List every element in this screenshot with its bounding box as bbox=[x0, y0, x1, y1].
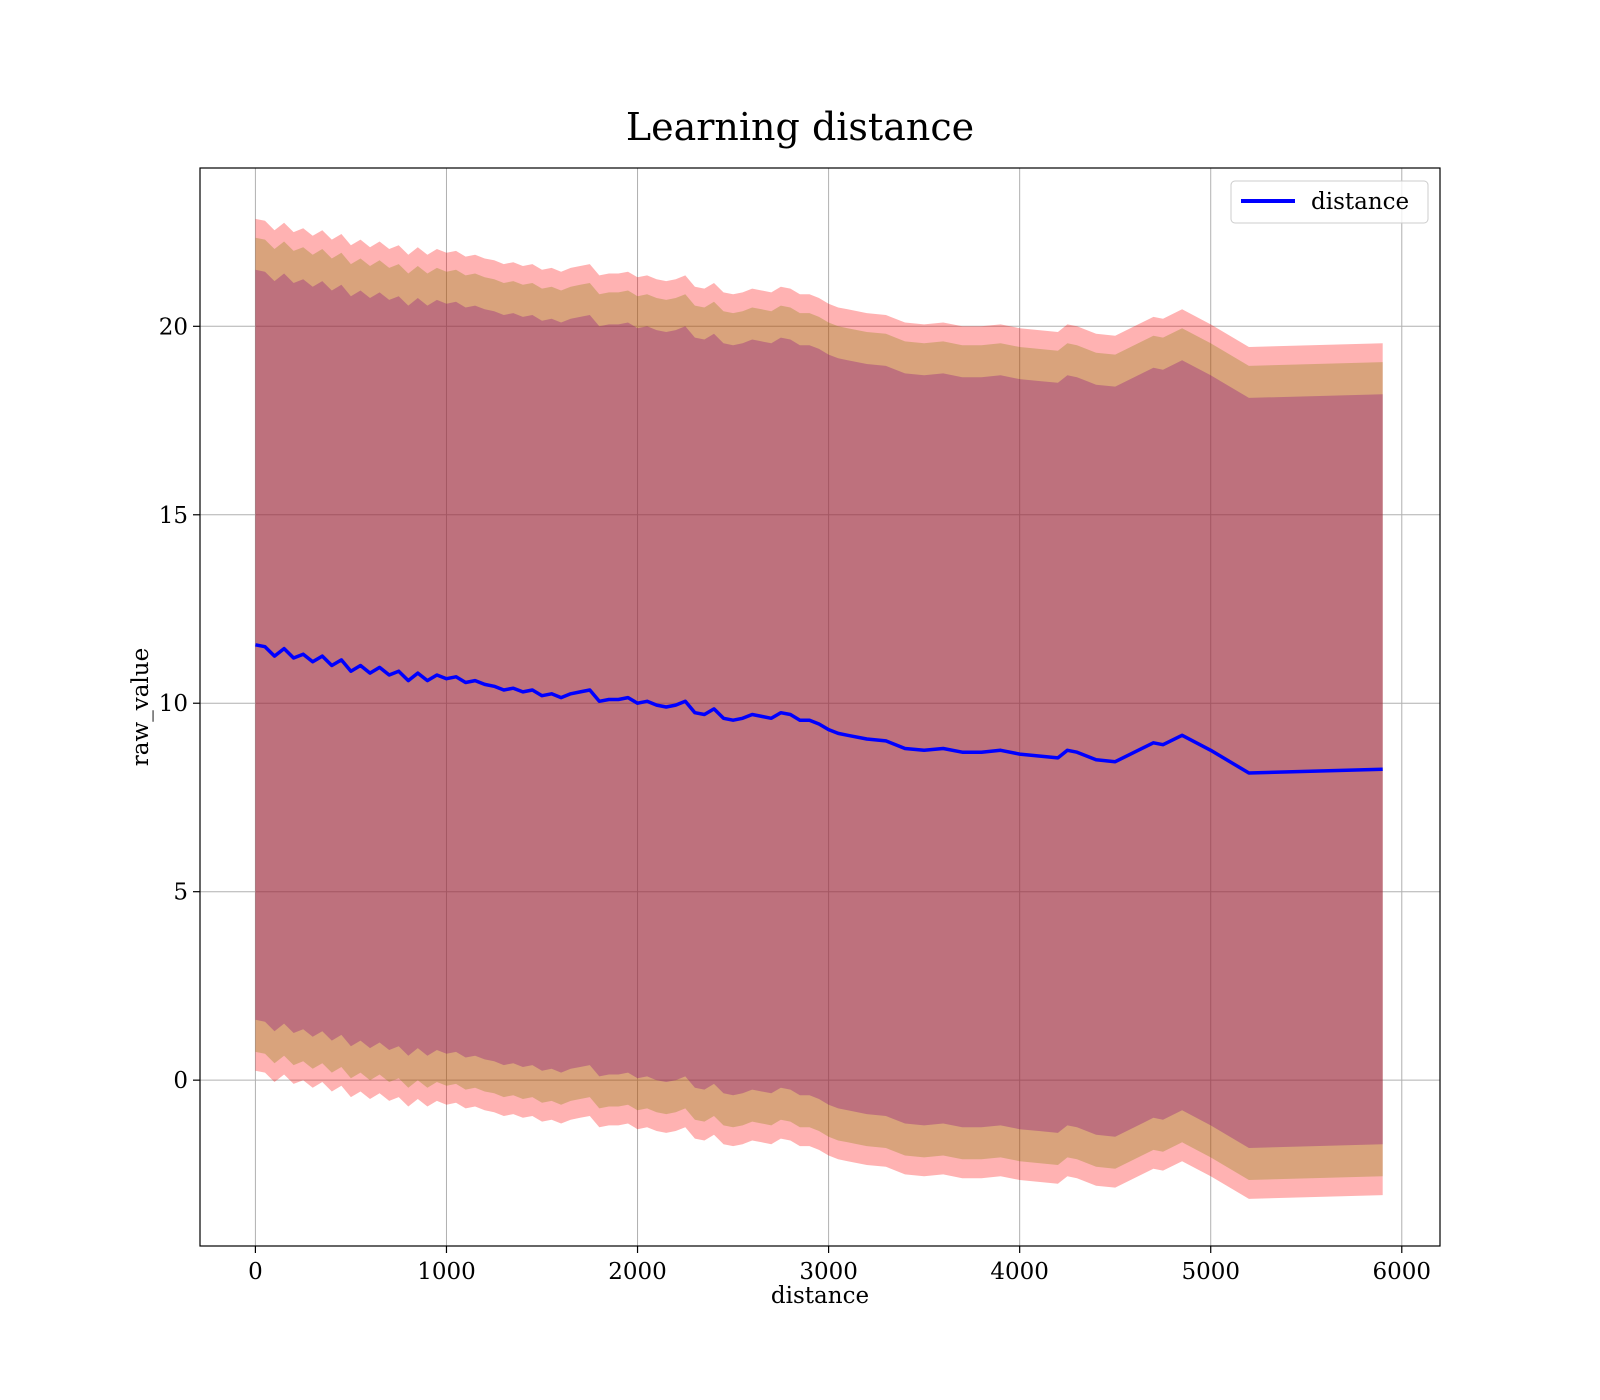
series-line-distance bbox=[255, 643, 1383, 775]
band-outer bbox=[255, 218, 1383, 1199]
band-middle bbox=[255, 237, 1383, 1180]
legend-label-distance: distance bbox=[1311, 189, 1409, 215]
series-lines bbox=[255, 643, 1383, 775]
y-axis-ticks: 0 5 10 15 20 bbox=[159, 314, 200, 1094]
y-tick-label: 15 bbox=[159, 503, 188, 529]
y-tick-label: 5 bbox=[173, 880, 188, 906]
confidence-bands bbox=[255, 218, 1383, 1199]
chart-title: Learning distance bbox=[626, 105, 974, 149]
legend-box bbox=[1230, 180, 1429, 224]
x-tick-label: 0 bbox=[248, 1259, 263, 1285]
legend: distance bbox=[1230, 180, 1429, 224]
x-axis-ticks: 0 1000 2000 3000 4000 5000 6000 bbox=[248, 1246, 1431, 1285]
y-tick-label: 20 bbox=[159, 314, 188, 340]
x-tick-label: 4000 bbox=[990, 1259, 1049, 1285]
x-tick-label: 5000 bbox=[1181, 1259, 1240, 1285]
y-tick-label: 10 bbox=[159, 691, 188, 717]
x-tick-label: 1000 bbox=[417, 1259, 476, 1285]
x-axis-label: distance bbox=[771, 1283, 869, 1309]
plot-frame bbox=[199, 167, 1441, 1247]
x-tick-label: 3000 bbox=[799, 1259, 858, 1285]
x-tick-label: 6000 bbox=[1373, 1259, 1432, 1285]
x-tick-label: 2000 bbox=[608, 1259, 667, 1285]
y-tick-label: 0 bbox=[173, 1068, 188, 1094]
plot-area bbox=[199, 167, 1441, 1247]
grid bbox=[200, 168, 1440, 1246]
y-axis-label: raw_value bbox=[128, 648, 154, 766]
band-inner bbox=[255, 269, 1383, 1148]
